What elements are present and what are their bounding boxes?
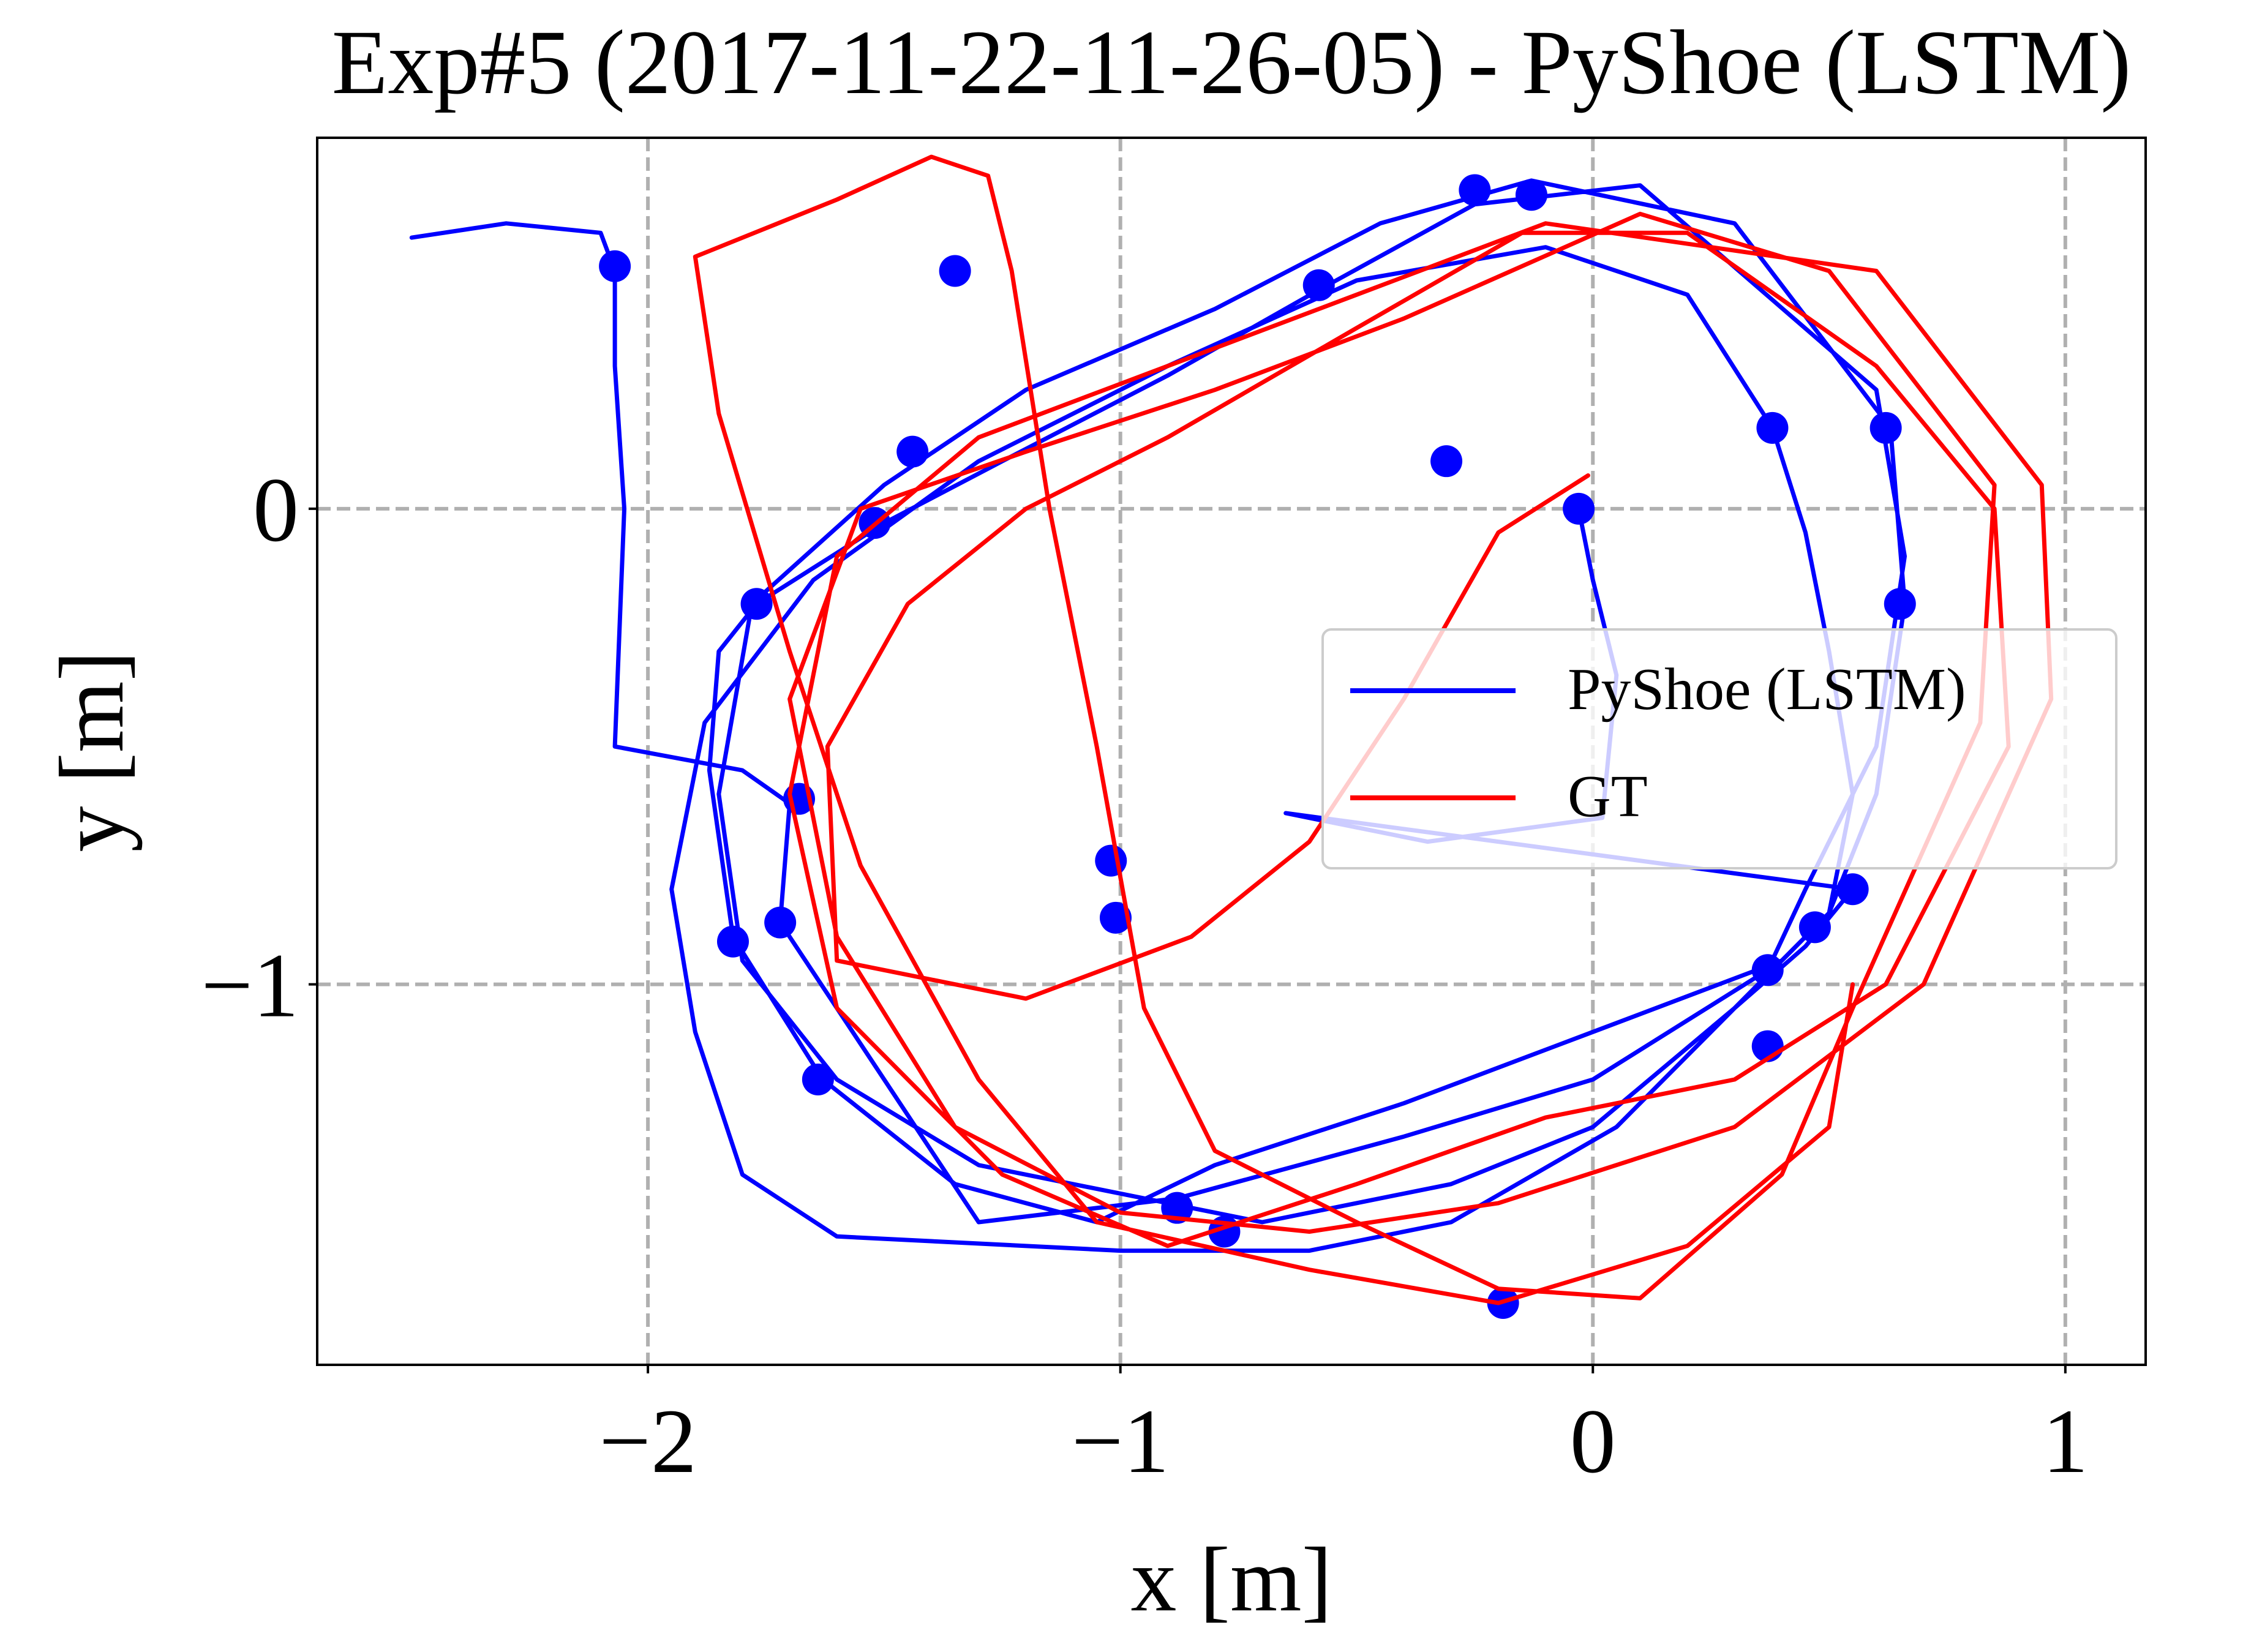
step-marker <box>1751 954 1784 986</box>
step-marker <box>1515 179 1547 211</box>
step-marker <box>1459 174 1491 206</box>
x-tick-label: −2 <box>599 1391 697 1492</box>
series-layer <box>409 154 2054 1320</box>
step-marker <box>740 588 773 620</box>
tick-layer: −2 −1 0 1 0 −1 <box>201 459 2088 1492</box>
chart-title: Exp#5 (2017-11-22-11-26-05) - PyShoe (LS… <box>332 12 2131 113</box>
legend-label-gt: GT <box>1568 764 1648 830</box>
y-tick-label: −1 <box>201 935 299 1037</box>
x-axis-label: x [m] <box>1130 1529 1332 1631</box>
x-tick-label: −1 <box>1072 1391 1170 1492</box>
step-marker <box>939 255 971 287</box>
step-marker <box>1563 492 1595 525</box>
step-marker <box>599 250 631 282</box>
plot-frame <box>316 137 2147 1366</box>
step-marker <box>1302 269 1335 301</box>
step-marker <box>1884 588 1916 620</box>
x-tick-label: 0 <box>1570 1391 1616 1492</box>
x-tick-label: 1 <box>2042 1391 2088 1492</box>
step-marker <box>802 1063 834 1095</box>
legend-label-pyshoe: PyShoe (LSTM) <box>1568 656 1966 723</box>
legend: PyShoe (LSTM) GT <box>1321 628 2117 869</box>
step-marker <box>764 906 797 939</box>
step-marker <box>896 435 929 468</box>
step-marker <box>1756 411 1789 444</box>
legend-box <box>1321 628 2117 869</box>
step-marker <box>1095 844 1127 877</box>
y-axis-label: y [m] <box>41 650 143 852</box>
series-line-gt <box>693 154 2054 1305</box>
step-marker <box>1099 901 1132 934</box>
y-tick-label: 0 <box>253 459 299 561</box>
step-marker <box>1836 873 1869 906</box>
step-marker <box>1430 445 1463 478</box>
step-marker <box>716 925 749 958</box>
step-marker <box>1869 411 1902 444</box>
step-marker <box>1798 911 1831 944</box>
